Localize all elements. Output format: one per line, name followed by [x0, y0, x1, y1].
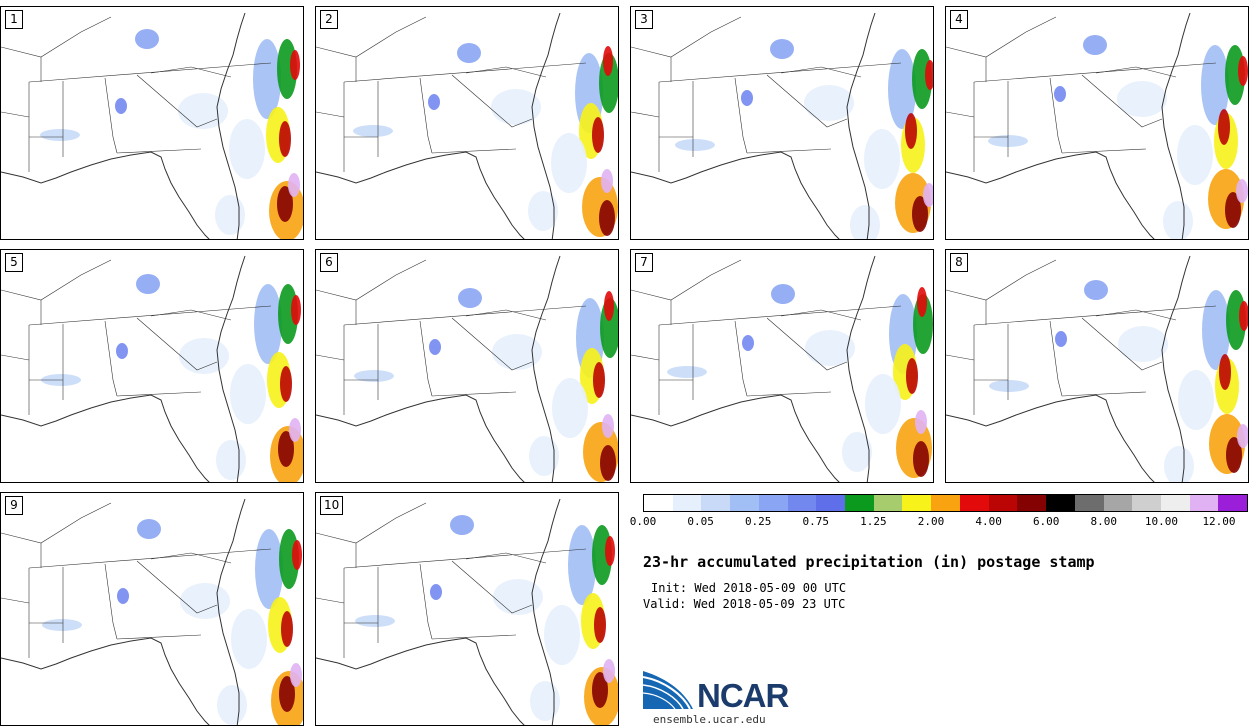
map-canvas: [631, 250, 933, 482]
colorbar-tick: 4.00: [975, 515, 1002, 528]
valid-time: Valid: Wed 2018-05-09 23 UTC: [643, 597, 846, 611]
colorbar-tick: 10.00: [1144, 515, 1178, 528]
map-canvas: [946, 250, 1248, 482]
colorbar-cell: [1189, 495, 1219, 511]
member-panel: 4: [945, 6, 1249, 240]
colorbar-cell: [816, 495, 846, 511]
member-label: 1: [5, 10, 23, 29]
member-label: 9: [5, 496, 23, 515]
member-panel: 6: [315, 249, 619, 483]
member-panel: 10: [315, 492, 619, 726]
colorbar-cell: [873, 495, 903, 511]
ncar-logo-icon: [643, 671, 693, 710]
colorbar-tick: 0.05: [687, 515, 714, 528]
colorbar-cell: [931, 495, 960, 511]
colorbar-cell: [1103, 495, 1133, 511]
logo-wordmark: NCAR: [697, 677, 789, 714]
member-label: 10: [320, 496, 344, 515]
member-label: 5: [5, 253, 23, 272]
colorbar-cell: [902, 495, 932, 511]
colorbar-cell: [1074, 495, 1104, 511]
map-canvas: [946, 7, 1248, 239]
colorbar-cell: [1132, 495, 1161, 511]
colorbar-cell: [988, 495, 1018, 511]
colorbar-tick: 12.00: [1202, 515, 1236, 528]
colorbar-cell: [701, 495, 731, 511]
colorbar-tick: 6.00: [1032, 515, 1060, 528]
member-label: 2: [320, 10, 338, 29]
map-canvas: [316, 493, 618, 725]
member-label: 3: [635, 10, 653, 29]
member-label: 7: [635, 253, 653, 272]
member-panel: 1: [0, 6, 304, 240]
colorbar-cell: [644, 495, 673, 511]
colorbar-cell: [787, 495, 817, 511]
map-canvas: [631, 7, 933, 239]
map-canvas: [1, 7, 303, 239]
map-canvas: [316, 250, 618, 482]
colorbar-cell: [730, 495, 759, 511]
colorbar-tick: 8.00: [1090, 515, 1118, 528]
colorbar-cell: [758, 495, 788, 511]
member-label: 6: [320, 253, 338, 272]
member-panel: 8: [945, 249, 1249, 483]
colorbar-cell: [959, 495, 989, 511]
precipitation-colorbar: [643, 494, 1248, 512]
map-canvas: [316, 7, 618, 239]
colorbar-cell: [1160, 495, 1190, 511]
init-time: Init: Wed 2018-05-09 00 UTC: [651, 581, 847, 595]
colorbar-tick: 0.75: [802, 515, 830, 528]
logo-url: ensemble.ucar.edu: [653, 713, 766, 726]
colorbar-cell: [672, 495, 702, 511]
colorbar-cell: [1046, 495, 1075, 511]
member-label: 8: [950, 253, 968, 272]
colorbar-cell: [1017, 495, 1047, 511]
map-canvas: [1, 493, 303, 725]
member-label: 4: [950, 10, 968, 29]
member-panel: 5: [0, 249, 304, 483]
colorbar-tick: 2.00: [917, 515, 945, 528]
map-canvas: [1, 250, 303, 482]
member-panel: 7: [630, 249, 934, 483]
colorbar-cell: [1218, 495, 1248, 511]
colorbar-tick: 0.25: [744, 515, 772, 528]
plot-title: 23-hr accumulated precipitation (in) pos…: [643, 553, 1095, 571]
member-panel: 2: [315, 6, 619, 240]
member-panel: 3: [630, 6, 934, 240]
colorbar-tick: 1.25: [860, 515, 887, 528]
colorbar-tick: 0.00: [629, 515, 657, 528]
member-panel: 9: [0, 492, 304, 726]
colorbar-cell: [845, 495, 874, 511]
